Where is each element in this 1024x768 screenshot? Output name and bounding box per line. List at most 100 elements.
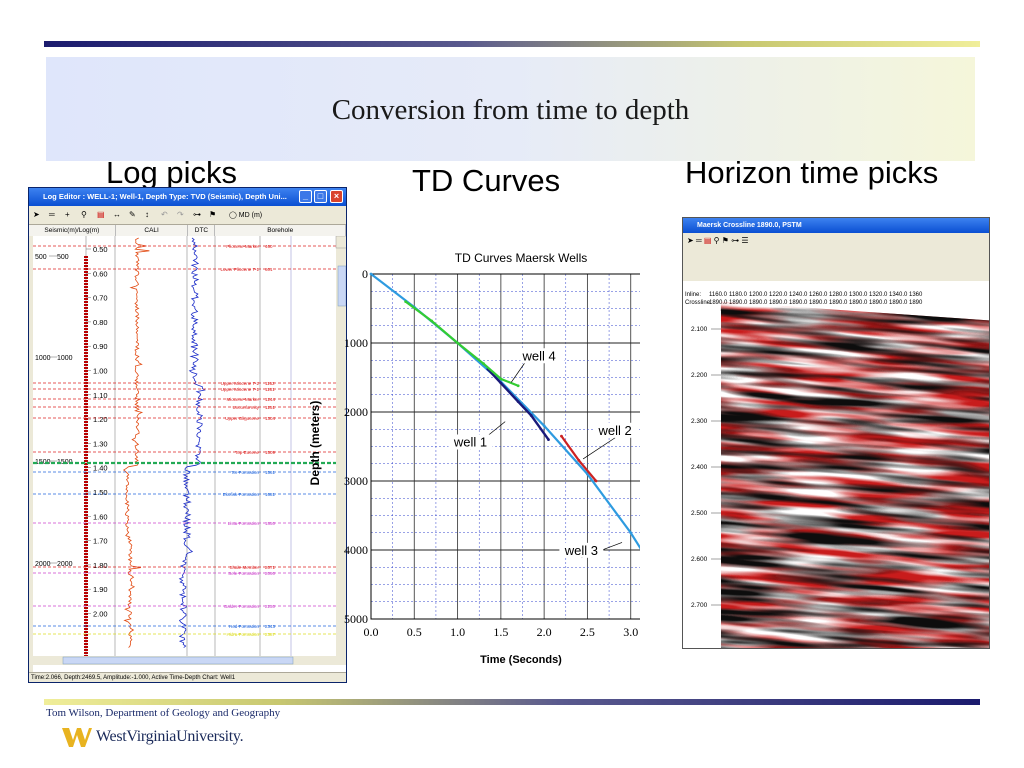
inline-value: 1300.0 <box>849 292 868 298</box>
seismic-title: Maersk Crossline 1890.0, PSTM <box>697 222 802 229</box>
grid-icon[interactable]: ▤ <box>97 210 105 219</box>
zoom-icon[interactable]: ⚲ <box>713 236 720 245</box>
log-picks-heading: Log picks <box>106 155 237 190</box>
log-status-bar: Time:2.066, Depth:2469.5, Amplitude:-1.0… <box>29 672 346 682</box>
log-column-header: Seismic(m)/Log(m) CALI DTC Borehole <box>29 225 346 238</box>
data-point <box>547 438 550 441</box>
log-tracks[interactable]: 500500100010001500150020002000 0.500.600… <box>29 236 347 673</box>
data-point <box>629 531 633 535</box>
data-point <box>577 458 581 462</box>
crossline-label: Crossline: <box>685 300 712 306</box>
pick-value: 1304 <box>265 416 276 421</box>
flag-icon[interactable]: ⚑ <box>209 210 217 219</box>
pick-value: 460 <box>265 244 273 249</box>
zoom-icon[interactable]: ⚲ <box>81 210 87 219</box>
wvu-logo-text: WestVirginiaUniversity. <box>96 728 244 745</box>
y-tick-label: 1000 <box>344 336 368 350</box>
scrollbar-thumb[interactable] <box>337 265 346 307</box>
updown-icon[interactable]: ↕ <box>145 210 149 219</box>
plus-icon[interactable]: + <box>65 210 70 219</box>
link-icon[interactable]: ⊶ <box>193 210 201 219</box>
data-point <box>499 377 503 381</box>
layers-icon[interactable]: ☰ <box>741 236 749 245</box>
flag-icon[interactable]: ⚑ <box>721 236 729 245</box>
x-tick-label: 2.5 <box>580 625 595 639</box>
x-tick-label: 1.5 <box>493 625 508 639</box>
pick-name: Upper Miocene 7-1 <box>221 387 260 392</box>
md-radio[interactable]: ◯ MD (m) <box>229 212 263 219</box>
annotation-label: well 4 <box>522 348 556 363</box>
pick-name: Pliocene-Marker <box>226 244 259 249</box>
seismic-section[interactable]: Inline:Crossline:1160.01890.01180.01890.… <box>683 249 990 649</box>
pick-value: 2230 <box>265 604 276 609</box>
link-icon[interactable]: ⊶ <box>731 236 740 245</box>
pick-name: Lower Pliocene 7-1 <box>220 267 259 272</box>
time-tick-label: 1.80 <box>93 561 108 570</box>
wvu-flying-wv-icon <box>62 728 92 747</box>
dtc-log-curve <box>178 237 206 648</box>
scroll-up-icon[interactable] <box>335 236 347 249</box>
inline-value: 1340.0 <box>889 292 908 298</box>
pick-value: 2387 <box>265 632 276 637</box>
time-tick-label: 1.10 <box>93 391 108 400</box>
pointer-icon[interactable]: ➤ <box>33 210 40 219</box>
y-tick-label: 0 <box>362 267 368 281</box>
title-banner <box>46 57 975 161</box>
log-editor-window[interactable]: Log Editor : WELL-1; Well-1, Depth Type:… <box>28 187 347 683</box>
pick-name: Top-Eocene <box>235 450 260 455</box>
ruler-icon[interactable]: ═ <box>49 210 55 219</box>
pointer-icon[interactable]: ➤ <box>687 236 694 245</box>
pick-name: Tor-Formation <box>231 470 260 475</box>
time-tick-label: 1.50 <box>93 488 108 497</box>
grid-icon[interactable]: ▤ <box>703 236 712 245</box>
data-point <box>586 472 589 476</box>
undo-icon[interactable]: ↶ <box>161 210 168 219</box>
minimize-icon[interactable]: _ <box>299 190 312 203</box>
seismic-time-tick: 2.800 <box>691 648 708 649</box>
annotation-bg <box>593 422 638 438</box>
inline-value: 1220.0 <box>769 292 788 298</box>
annotation-bg <box>559 542 604 558</box>
data-point <box>430 319 433 323</box>
top-accent-bar <box>44 41 980 47</box>
crossline-value: 1890.0 <box>809 300 828 306</box>
data-point <box>542 424 546 428</box>
maximize-icon[interactable]: □ <box>314 190 327 203</box>
pick-name: Ekofisk-Formation <box>223 492 260 497</box>
pick-value: 1244 <box>265 397 276 402</box>
seismic-titlebar[interactable]: Maersk Crossline 1890.0, PSTM <box>683 218 989 233</box>
horizontal-scrollbar[interactable] <box>62 656 294 665</box>
log-editor-title: Log Editor : WELL-1; Well-1, Depth Type:… <box>43 192 287 201</box>
col-seismic: Seismic(m)/Log(m) <box>29 225 116 237</box>
close-icon[interactable]: × <box>330 190 343 203</box>
depth-tick-left: 1000 <box>35 355 51 362</box>
pick-value: 1162 <box>265 381 275 386</box>
time-tick-label: 0.60 <box>93 269 108 278</box>
log-editor-titlebar[interactable]: Log Editor : WELL-1; Well-1, Depth Type:… <box>29 188 346 206</box>
data-point <box>369 272 373 276</box>
pick-value: 2343 <box>265 624 276 629</box>
time-tick-label: 2.00 <box>93 610 108 619</box>
y-tick-label: 3000 <box>344 474 368 488</box>
crossline-value: 1890.0 <box>769 300 788 306</box>
ruler-icon[interactable]: ═ <box>695 236 702 245</box>
data-point <box>456 341 459 345</box>
arrows-icon[interactable]: ↔ <box>113 210 121 219</box>
annotation-bg <box>448 434 493 450</box>
inline-value: 1280.0 <box>829 292 848 298</box>
chart-xlabel: Time (Seconds) <box>480 654 562 666</box>
y-tick-label: 4000 <box>344 543 368 557</box>
redo-icon[interactable]: ↷ <box>177 210 184 219</box>
seismic-time-tick: 2.500 <box>691 510 708 517</box>
seismic-window[interactable]: Maersk Crossline 1890.0, PSTM ➤ ═ ▤ ⚲ ⚑ … <box>682 217 990 649</box>
pencil-icon[interactable]: ✎ <box>129 210 136 219</box>
td-curves-chart: TD Curves Maersk Wells 0.0 0.5 1.0 1.5 2.0 2.… <box>308 251 640 666</box>
crossline-value: 1890.0 <box>869 300 888 306</box>
time-tick-label: 0.50 <box>93 245 108 254</box>
series-well-4 <box>404 300 519 387</box>
y-tick-label: 2000 <box>344 405 368 419</box>
data-point <box>404 300 408 303</box>
annotation-leader <box>582 437 616 460</box>
annotation-label: well 3 <box>564 543 598 558</box>
time-tick-label: 0.70 <box>93 294 108 303</box>
